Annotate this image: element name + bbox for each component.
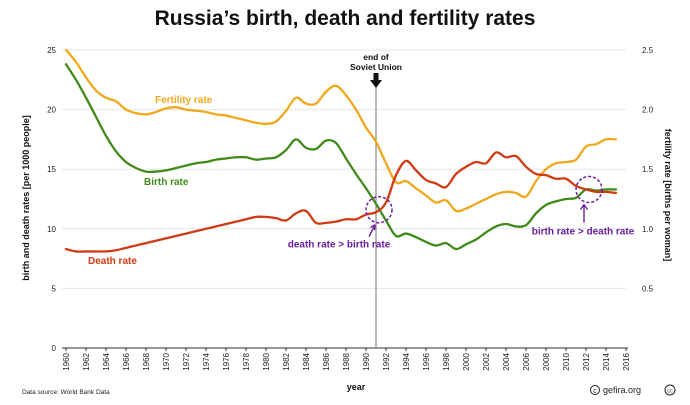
birth-rate-line	[64, 63, 618, 251]
x-tick-label: 2004	[502, 352, 511, 370]
x-tick-label: 1992	[382, 352, 391, 370]
gridlines	[62, 49, 626, 289]
birth-rate-label: Birth rate	[144, 177, 189, 188]
y-left-tick-label: 10	[47, 225, 56, 234]
x-tick-label: 2010	[562, 352, 571, 370]
y-right-tick-label: 2.0	[642, 106, 654, 115]
fertility-rate-label: Fertility rate	[155, 95, 213, 106]
x-tick-label: 1960	[62, 352, 71, 370]
x-tick-label: 2014	[602, 352, 611, 370]
y-axis-left-title: birth and death rates [per 1000 people]	[21, 115, 31, 281]
y-right-tick-label: 1.5	[642, 165, 654, 174]
x-tick-label: 1990	[362, 352, 371, 370]
y-left-tick-label: 25	[47, 46, 56, 55]
y-left-tick-label: 15	[47, 165, 56, 174]
y-left-tick-label: 0	[52, 344, 57, 353]
x-axis-ticks: 1960 1962 1964 1966 1968 1970 1972 1974 1976 1978…	[62, 348, 631, 371]
y-axis-right-ticks: 0.5 1.0 1.5 2.0 2.5	[642, 46, 654, 293]
x-tick-label: 2002	[482, 352, 491, 370]
crossover-label-1: death rate > birth rate	[288, 240, 391, 251]
x-tick-label: 1964	[102, 352, 111, 370]
death-rate-line	[64, 151, 618, 253]
soviet-label-line1: end of	[363, 52, 389, 62]
y-axis-left-ticks: 0 5 10 15 20 25	[47, 46, 56, 353]
crossover-circle-2	[575, 175, 603, 204]
x-tick-label: 1984	[302, 352, 311, 370]
x-tick-label: 1968	[142, 352, 151, 370]
x-tick-label: 1982	[282, 352, 291, 370]
x-tick-label: 1988	[342, 352, 351, 370]
svg-text:c: c	[593, 388, 597, 395]
death-rate-label: Death rate	[88, 256, 137, 267]
crossover-arrow-2	[579, 204, 589, 223]
data-source: Data source: World Bank Data	[22, 389, 110, 396]
y-right-tick-label: 2.5	[642, 46, 654, 55]
y-right-tick-label: 0.5	[642, 284, 654, 293]
y-axis-right-title: fertility rate [births per woman]	[663, 129, 673, 262]
crossover-circle-1	[365, 195, 393, 224]
x-tick-label: 1978	[242, 352, 251, 370]
y-left-tick-label: 20	[47, 106, 56, 115]
x-tick-label: 2000	[462, 352, 471, 370]
copyright-icon: c	[590, 385, 600, 395]
x-tick-label: 1986	[322, 352, 331, 370]
series-lines	[64, 48, 618, 253]
down-arrow-icon	[370, 73, 382, 88]
y-right-tick-label: 1.0	[642, 225, 654, 234]
x-tick-label: 1974	[202, 352, 211, 370]
x-tick-label: 1996	[422, 352, 431, 370]
x-tick-label: 1966	[122, 352, 131, 370]
x-tick-label: 2012	[582, 352, 591, 370]
x-tick-label: 2008	[542, 352, 551, 370]
x-axis-title: year	[347, 382, 366, 392]
x-tick-label: 1970	[162, 352, 171, 370]
credit-text: gefira.org	[603, 385, 641, 395]
svg-text:cc: cc	[667, 389, 673, 395]
x-tick-label: 2006	[522, 352, 531, 370]
x-tick-label: 1994	[402, 352, 411, 370]
fertility-rate-line	[64, 48, 618, 213]
x-tick-label: 2016	[622, 352, 631, 370]
cc-license-icon: cc	[664, 384, 676, 396]
soviet-label-line2: Soviet Union	[350, 62, 402, 72]
crossover-label-2: birth rate > death rate	[532, 226, 635, 237]
x-tick-label: 1972	[182, 352, 191, 370]
chart-title: Russia’s birth, death and fertility rate…	[155, 7, 536, 30]
x-tick-label: 1980	[262, 352, 271, 370]
x-tick-label: 1976	[222, 352, 231, 370]
x-tick-label: 1998	[442, 352, 451, 370]
crossover-arrow-1	[368, 224, 376, 238]
y-left-tick-label: 5	[52, 284, 57, 293]
x-tick-label: 1962	[82, 352, 91, 370]
